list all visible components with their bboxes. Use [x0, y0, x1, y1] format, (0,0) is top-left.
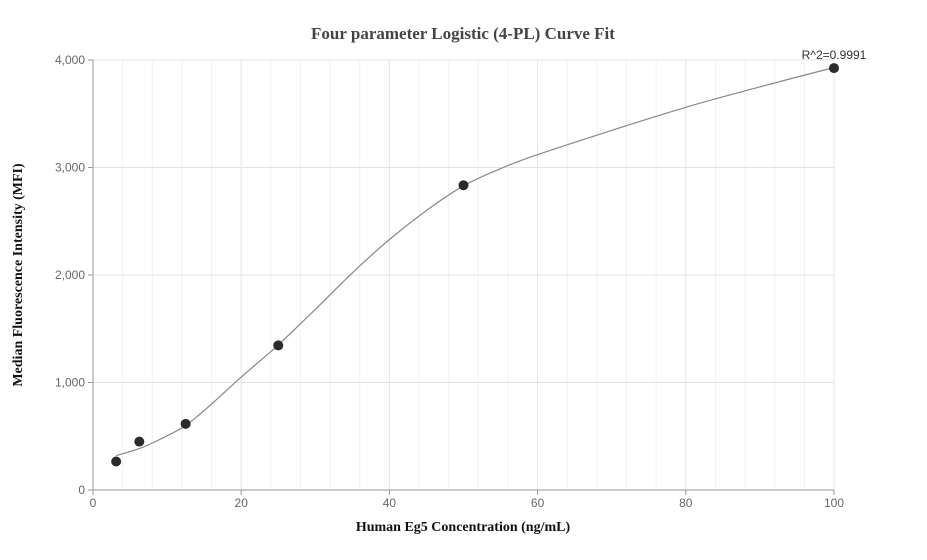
r-squared-annotation: R^2=0.9991: [802, 48, 867, 62]
grid: [93, 59, 835, 490]
x-tick-label: 20: [235, 496, 249, 510]
y-axis-label: Median Fluorescence Intensity (MFI): [11, 163, 26, 387]
y-tick-label: 3,000: [55, 161, 85, 175]
x-tick-label: 100: [824, 496, 844, 510]
data-point: [829, 63, 839, 74]
y-tick-label: 1,000: [55, 376, 85, 390]
x-tick-label: 60: [531, 496, 545, 510]
data-point: [273, 340, 284, 351]
chart-title: Four parameter Logistic (4-PL) Curve Fit: [311, 24, 615, 43]
y-tick-label: 4,000: [55, 53, 85, 67]
y-tick-label: 2,000: [55, 268, 85, 282]
x-axis-label: Human Eg5 Concentration (ng/mL): [356, 520, 571, 535]
data-point: [134, 436, 145, 447]
data-point: [111, 456, 122, 467]
data-points: [111, 63, 839, 467]
tick-labels: 0 20 40 60 80 100 0 1,000 2,000 3,000 4,000: [55, 53, 844, 510]
fit-curve-line: [116, 66, 835, 457]
x-tick-label: 80: [679, 496, 693, 510]
data-point: [180, 418, 191, 429]
y-tick-label: 0: [78, 483, 85, 497]
x-tick-label: 40: [383, 496, 397, 510]
x-tick-label: 0: [90, 496, 97, 510]
data-point: [458, 180, 469, 191]
